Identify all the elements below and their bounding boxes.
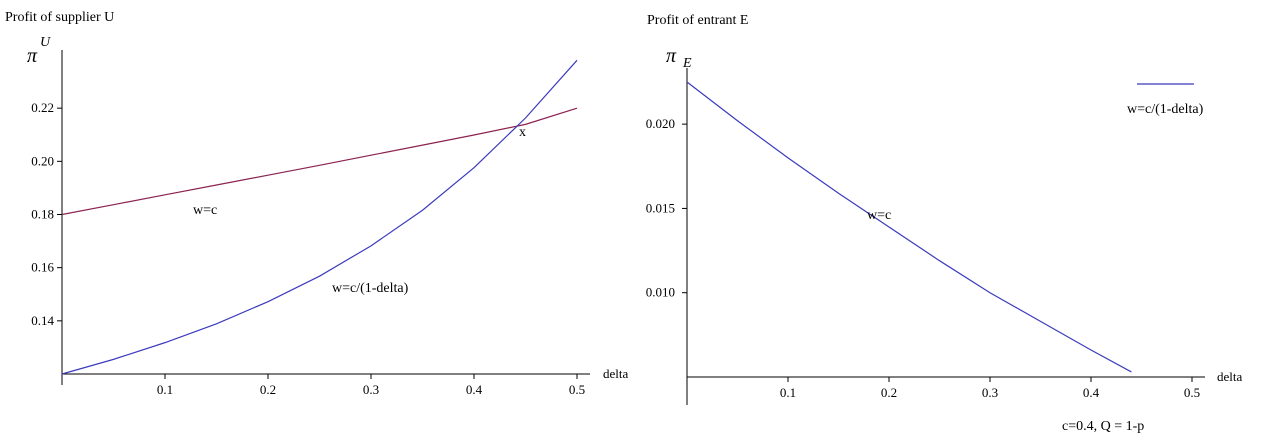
right-y-tick-label: 0.020 [646,116,675,131]
chart-right: Profit of entrant E π E delta 0.1 0.2 0.3 0… [646,13,1243,434]
right-y-symbol: π [666,45,677,67]
right-annot-wc: w=c [867,208,891,223]
chart-left: Profit of supplier U π U delta 0.1 0.2 0.3… [5,10,628,397]
right-x-tick-label: 0.2 [881,385,897,400]
right-chart-title: Profit of entrant E [647,13,748,28]
left-y-symbol: π [27,45,38,67]
left-x-tick-label: 0.4 [466,382,483,397]
right-series-line-0 [686,81,1132,373]
right-x-tick-label: 0.4 [1083,385,1100,400]
left-y-tick-label: 0.14 [31,313,54,328]
left-annot-wc: w=c [193,203,217,218]
left-x-tick-label: 0.2 [260,382,276,397]
right-y-subscript: E [682,56,692,71]
right-marks: 0.1 0.2 0.3 0.4 0.5 0.010 0.015 0.020 [646,81,1200,400]
left-annot-wc-delta: w=c/(1-delta) [332,281,409,296]
left-marks: 0.1 0.2 0.3 0.4 0.5 0.14 0.16 0.18 0.20 0.22 [31,59,585,397]
left-y-tick-label: 0.22 [31,100,54,115]
left-x-tick-label: 0.5 [569,382,585,397]
left-annot-x: x [519,125,526,140]
left-y-superscript: U [40,35,51,50]
left-x-tick-label: 0.1 [157,382,173,397]
left-y-tick-label: 0.18 [31,207,54,222]
left-y-tick-label: 0.20 [31,153,54,168]
right-x-tick-label: 0.3 [982,385,998,400]
left-chart-title: Profit of supplier U [5,10,114,25]
right-x-tick-label: 0.1 [780,385,796,400]
right-x-axis-label: delta [1217,369,1242,384]
right-x-tick-label: 0.5 [1184,385,1200,400]
left-x-axis-label: delta [603,366,628,381]
right-y-tick-label: 0.015 [646,200,675,215]
left-series-line-1 [61,59,578,375]
right-footnote: c=0.4, Q = 1-p [1062,419,1144,434]
right-legend-label: w=c/(1-delta) [1127,102,1204,117]
right-y-tick-label: 0.010 [646,285,675,300]
left-y-tick-label: 0.16 [31,260,54,275]
left-x-tick-label: 0.3 [363,382,379,397]
left-series-line-0 [61,107,578,216]
